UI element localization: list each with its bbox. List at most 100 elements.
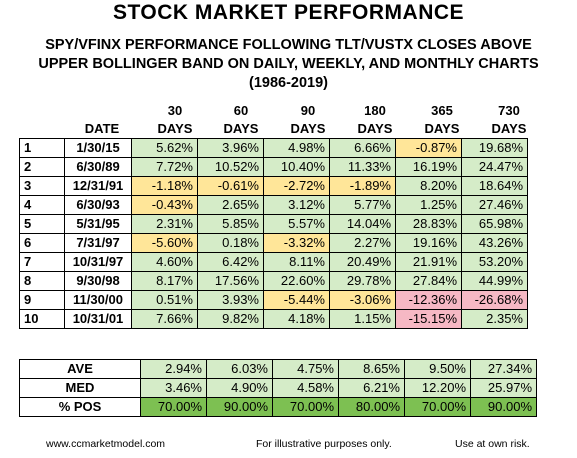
return-cell: 3.12% xyxy=(263,195,330,215)
return-cell: 27.84% xyxy=(395,271,462,291)
return-cell: 5.77% xyxy=(329,195,396,215)
row-number: 9 xyxy=(19,290,65,310)
return-cell: 11.33% xyxy=(329,157,396,177)
row-number: 2 xyxy=(19,157,65,177)
header-180-top: 180 xyxy=(364,103,386,118)
return-cell: 20.49% xyxy=(329,252,396,272)
return-cell: 0.18% xyxy=(197,233,264,253)
header-730-bottom: DAYS xyxy=(491,121,527,136)
return-cell: 18.64% xyxy=(461,176,528,196)
return-cell: 17.56% xyxy=(197,271,264,291)
summary-cell: 80.00% xyxy=(338,397,405,417)
return-cell: 21.91% xyxy=(395,252,462,272)
footer-disclaimer: For illustrative purposes only. xyxy=(256,438,392,450)
summary-label: MED xyxy=(19,378,141,398)
return-cell: 2.65% xyxy=(197,195,264,215)
return-cell: 24.47% xyxy=(461,157,528,177)
summary-cell: 25.97% xyxy=(470,378,537,398)
header-30-bottom: DAYS xyxy=(157,121,193,136)
header-365-bottom: DAYS xyxy=(424,121,460,136)
table-row: 4 6/30/93 -0.43% 2.65% 3.12% 5.77% 1.25% 27.46% xyxy=(19,195,528,215)
return-cell: 9.82% xyxy=(197,309,264,329)
return-cell: 3.96% xyxy=(197,138,264,158)
return-cell: 2.35% xyxy=(461,309,528,329)
subtitle-line-1: SPY/VFINX PERFORMANCE FOLLOWING TLT/VUST… xyxy=(45,37,532,53)
return-cell: 2.31% xyxy=(131,214,198,234)
summary-label: % POS xyxy=(19,397,141,417)
row-date: 6/30/89 xyxy=(64,157,132,177)
performance-table: 1 1/30/15 5.62% 3.96% 4.98% 6.66% -0.87% 19.68%… xyxy=(19,138,528,329)
row-date: 7/31/97 xyxy=(64,233,132,253)
summary-cell: 6.21% xyxy=(338,378,405,398)
row-date: 6/30/93 xyxy=(64,195,132,215)
return-cell: 19.68% xyxy=(461,138,528,158)
row-number: 5 xyxy=(19,214,65,234)
row-number: 1 xyxy=(19,138,65,158)
table-row: 10 10/31/01 7.66% 9.82% 4.18% 1.15% -15.15% 2.3… xyxy=(19,309,528,329)
header-30-top: 30 xyxy=(167,103,183,118)
table-row: 7 10/31/97 4.60% 6.42% 8.11% 20.49% 21.91% 53.2… xyxy=(19,252,528,272)
return-cell: -26.68% xyxy=(461,290,528,310)
return-cell: 4.98% xyxy=(263,138,330,158)
return-cell: 29.78% xyxy=(329,271,396,291)
return-cell: 8.11% xyxy=(263,252,330,272)
return-cell: -1.89% xyxy=(329,176,396,196)
row-number: 3 xyxy=(19,176,65,196)
summary-cell: 8.65% xyxy=(338,359,405,379)
return-cell: 4.60% xyxy=(131,252,198,272)
header-date: DATE xyxy=(84,121,120,136)
return-cell: 1.15% xyxy=(329,309,396,329)
row-number: 7 xyxy=(19,252,65,272)
return-cell: 8.20% xyxy=(395,176,462,196)
summary-row: AVE 2.94% 6.03% 4.75% 8.65% 9.50% 27.34% xyxy=(19,359,537,379)
header-90-top: 90 xyxy=(300,103,316,118)
table-row: 2 6/30/89 7.72% 10.52% 10.40% 11.33% 16.19% 24.… xyxy=(19,157,528,177)
return-cell: -0.43% xyxy=(131,195,198,215)
table-row: 8 9/30/98 8.17% 17.56% 22.60% 29.78% 27.84% 44.… xyxy=(19,271,528,291)
row-date: 1/30/15 xyxy=(64,138,132,158)
summary-cell: 4.90% xyxy=(206,378,273,398)
return-cell: -15.15% xyxy=(395,309,462,329)
summary-cell: 12.20% xyxy=(404,378,471,398)
subtitle-line-2: UPPER BOLLINGER BAND ON DAILY, WEEKLY, A… xyxy=(38,56,539,72)
return-cell: 0.51% xyxy=(131,290,198,310)
header-60-top: 60 xyxy=(233,103,249,118)
row-date: 9/30/98 xyxy=(64,271,132,291)
subtitle-line-3: (1986-2019) xyxy=(249,75,328,91)
return-cell: 10.52% xyxy=(197,157,264,177)
summary-cell: 2.94% xyxy=(140,359,207,379)
footer-risk: Use at own risk. xyxy=(455,438,530,450)
return-cell: 2.27% xyxy=(329,233,396,253)
return-cell: 6.66% xyxy=(329,138,396,158)
return-cell: 7.72% xyxy=(131,157,198,177)
return-cell: 65.98% xyxy=(461,214,528,234)
row-date: 5/31/95 xyxy=(64,214,132,234)
header-60-bottom: DAYS xyxy=(223,121,259,136)
return-cell: 7.66% xyxy=(131,309,198,329)
return-cell: 5.57% xyxy=(263,214,330,234)
return-cell: -12.36% xyxy=(395,290,462,310)
row-number: 6 xyxy=(19,233,65,253)
return-cell: 22.60% xyxy=(263,271,330,291)
header-90-bottom: DAYS xyxy=(290,121,326,136)
summary-label: AVE xyxy=(19,359,141,379)
table-row: 3 12/31/91 -1.18% -0.61% -2.72% -1.89% 8.20% 18… xyxy=(19,176,528,196)
return-cell: 43.26% xyxy=(461,233,528,253)
return-cell: 28.83% xyxy=(395,214,462,234)
return-cell: -5.60% xyxy=(131,233,198,253)
summary-cell: 90.00% xyxy=(470,397,537,417)
row-number: 4 xyxy=(19,195,65,215)
return-cell: 4.18% xyxy=(263,309,330,329)
row-date: 10/31/01 xyxy=(64,309,132,329)
header-365-top: 365 xyxy=(431,103,453,118)
summary-cell: 4.75% xyxy=(272,359,339,379)
return-cell: 6.42% xyxy=(197,252,264,272)
return-cell: 10.40% xyxy=(263,157,330,177)
summary-cell: 3.46% xyxy=(140,378,207,398)
footer-website: www.ccmarketmodel.com xyxy=(46,438,166,450)
row-date: 11/30/00 xyxy=(64,290,132,310)
summary-row: MED 3.46% 4.90% 4.58% 6.21% 12.20% 25.97% xyxy=(19,378,537,398)
return-cell: -0.61% xyxy=(197,176,264,196)
return-cell: 14.04% xyxy=(329,214,396,234)
return-cell: 53.20% xyxy=(461,252,528,272)
